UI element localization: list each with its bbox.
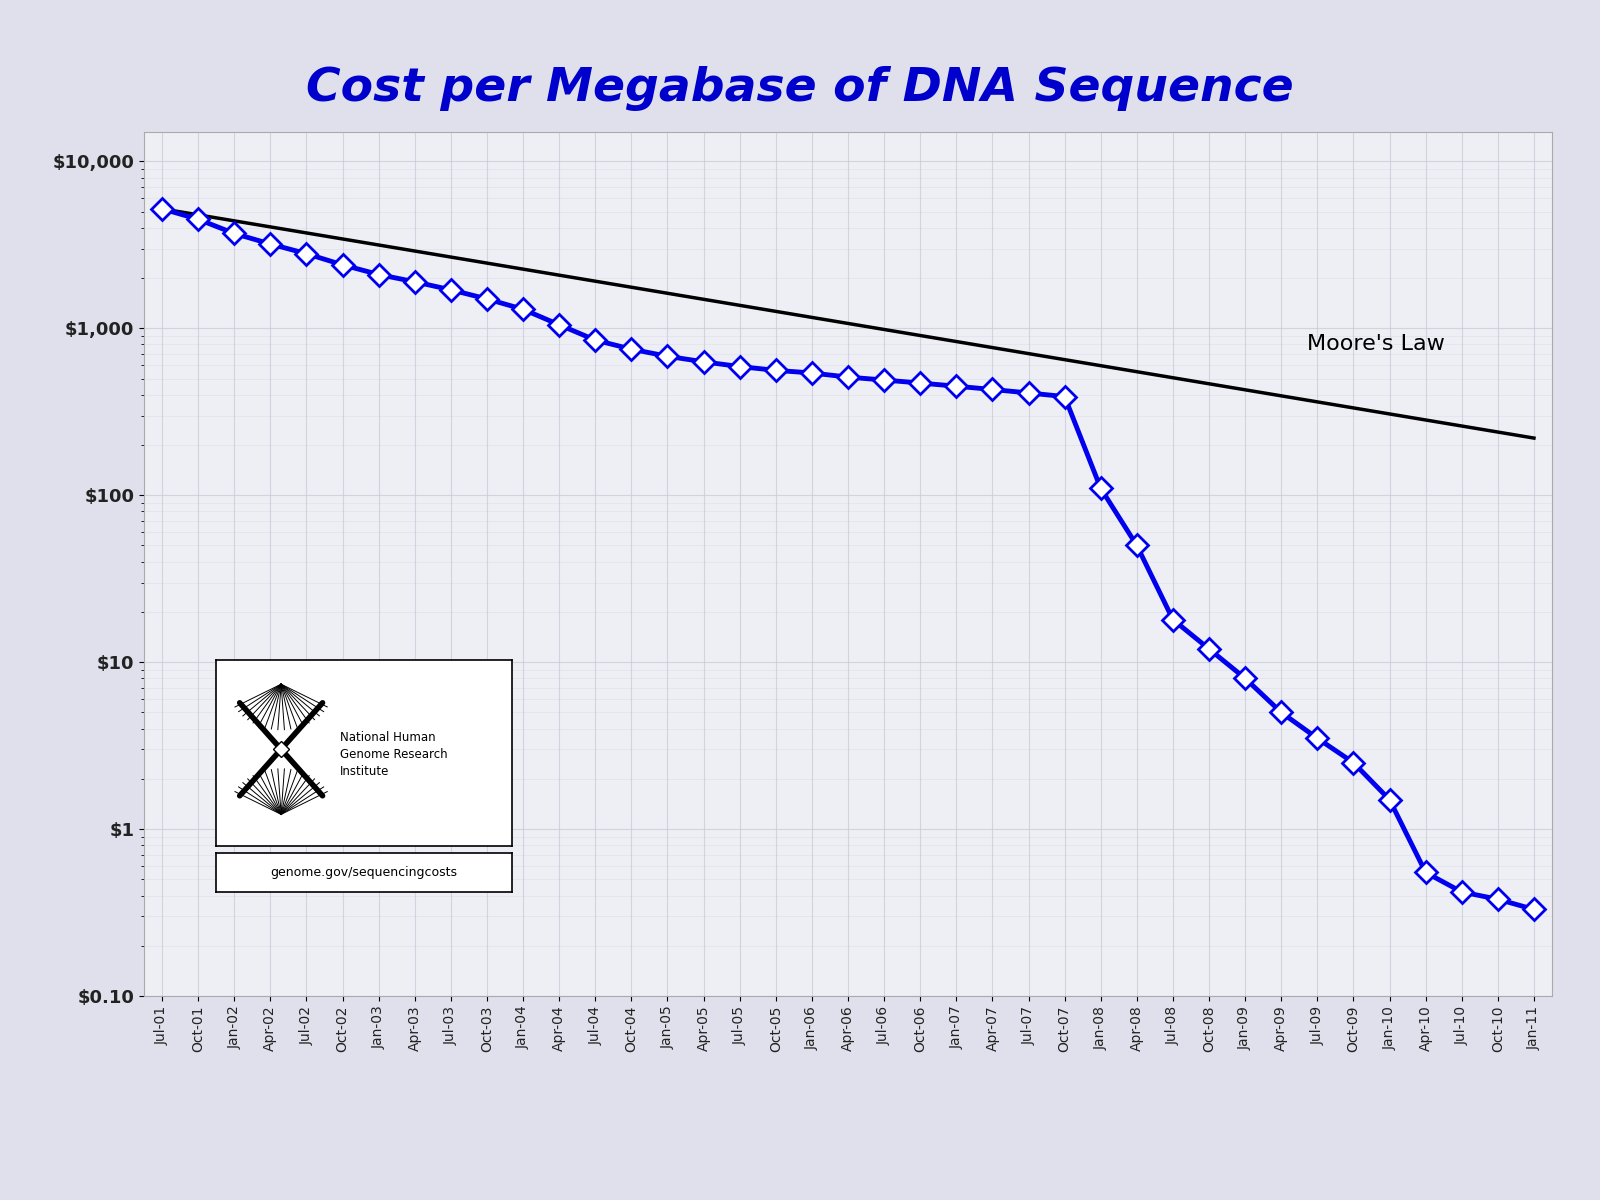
Text: National Human
Genome Research
Institute: National Human Genome Research Institute [341,731,448,778]
Text: Moore's Law: Moore's Law [1307,335,1445,354]
Text: genome.gov/sequencingcosts: genome.gov/sequencingcosts [270,866,458,878]
Text: Cost per Megabase of DNA Sequence: Cost per Megabase of DNA Sequence [306,66,1294,110]
